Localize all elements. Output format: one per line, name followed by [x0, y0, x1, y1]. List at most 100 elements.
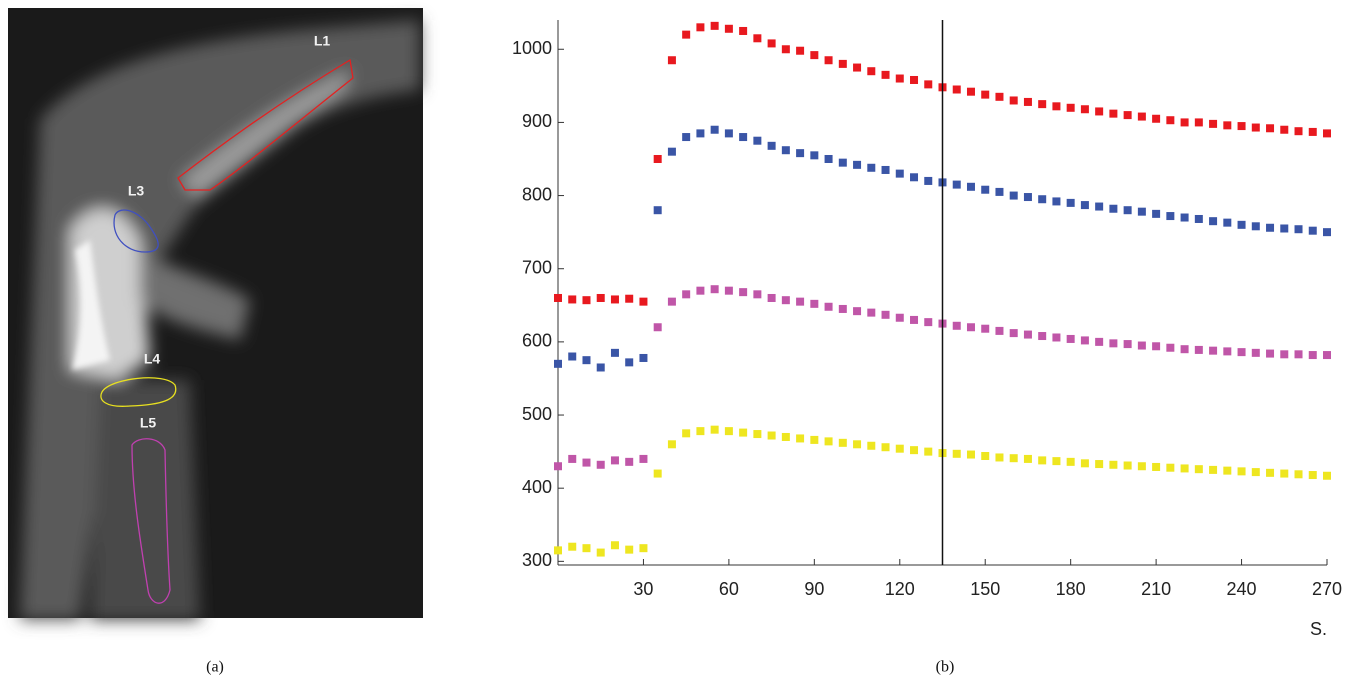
- point: [824, 302, 833, 311]
- point: [966, 323, 975, 332]
- point: [696, 427, 705, 436]
- point: [924, 318, 933, 327]
- point: [682, 30, 691, 39]
- mri-image: L1 L3 L4 L5: [8, 8, 423, 620]
- point: [1123, 111, 1132, 120]
- point: [696, 286, 705, 295]
- point: [981, 90, 990, 99]
- point: [1109, 460, 1118, 469]
- point: [1237, 467, 1246, 476]
- roi-label: L3: [128, 183, 145, 199]
- point: [1237, 348, 1246, 357]
- point: [724, 286, 733, 295]
- point: [838, 438, 847, 447]
- point: [781, 432, 790, 441]
- point: [1323, 351, 1331, 360]
- point: [1194, 465, 1203, 474]
- point: [981, 185, 990, 194]
- point: [610, 348, 619, 357]
- point: [895, 169, 904, 178]
- y-tick-label: 800: [522, 184, 552, 204]
- point: [838, 59, 847, 68]
- point: [1180, 118, 1189, 127]
- point: [710, 425, 719, 434]
- point: [881, 165, 890, 174]
- point: [610, 541, 619, 550]
- roi-label: L4: [144, 351, 161, 367]
- point: [1052, 333, 1061, 342]
- y-tick-label: 300: [522, 550, 552, 570]
- point: [1223, 218, 1232, 227]
- point: [924, 176, 933, 185]
- point: [796, 297, 805, 306]
- point: [1009, 191, 1018, 200]
- point: [1237, 220, 1246, 229]
- point: [867, 441, 876, 450]
- point: [554, 462, 562, 471]
- point: [696, 23, 705, 32]
- point: [1166, 116, 1175, 125]
- y-tick-label: 1000: [512, 38, 552, 58]
- point: [625, 294, 634, 303]
- point: [596, 460, 605, 469]
- point: [1166, 212, 1175, 221]
- point: [952, 180, 961, 189]
- point: [1066, 198, 1075, 207]
- point: [895, 444, 904, 453]
- point: [753, 136, 762, 145]
- point: [1294, 225, 1303, 234]
- point: [895, 313, 904, 322]
- point: [1137, 207, 1146, 216]
- point: [910, 75, 919, 84]
- x-tick-label: 270: [1312, 579, 1342, 599]
- point: [1308, 351, 1317, 360]
- point: [1251, 123, 1260, 132]
- point: [1223, 121, 1232, 130]
- point: [753, 430, 762, 439]
- point: [610, 456, 619, 465]
- y-tick-label: 500: [522, 404, 552, 424]
- point: [667, 297, 676, 306]
- point: [653, 154, 662, 163]
- point: [1152, 114, 1161, 123]
- point: [824, 56, 833, 65]
- point: [682, 290, 691, 299]
- point: [582, 296, 591, 305]
- point: [639, 544, 648, 553]
- point: [1251, 468, 1260, 477]
- point: [724, 24, 733, 33]
- point: [1038, 456, 1047, 465]
- point: [1152, 342, 1161, 351]
- point: [1280, 469, 1289, 478]
- point: [568, 295, 577, 304]
- y-tick-label: 400: [522, 477, 552, 497]
- point: [824, 437, 833, 446]
- point: [810, 51, 819, 60]
- point: [1280, 350, 1289, 359]
- point: [1294, 470, 1303, 479]
- point: [1123, 206, 1132, 215]
- point: [767, 431, 776, 440]
- point: [981, 452, 990, 460]
- x-tick-label: 60: [719, 579, 739, 599]
- point: [767, 141, 776, 150]
- point: [781, 146, 790, 155]
- point: [1080, 201, 1089, 210]
- point: [1194, 214, 1203, 223]
- caption: (a): [206, 659, 224, 676]
- point: [1095, 460, 1104, 469]
- point: [867, 163, 876, 172]
- point: [952, 449, 961, 458]
- point: [753, 290, 762, 299]
- point: [1095, 107, 1104, 116]
- point: [1180, 213, 1189, 222]
- point: [1323, 471, 1331, 480]
- point: [910, 173, 919, 182]
- point: [682, 429, 691, 438]
- point: [710, 21, 719, 30]
- point: [1152, 462, 1161, 471]
- point: [781, 296, 790, 305]
- point: [824, 154, 833, 163]
- point: [781, 45, 790, 54]
